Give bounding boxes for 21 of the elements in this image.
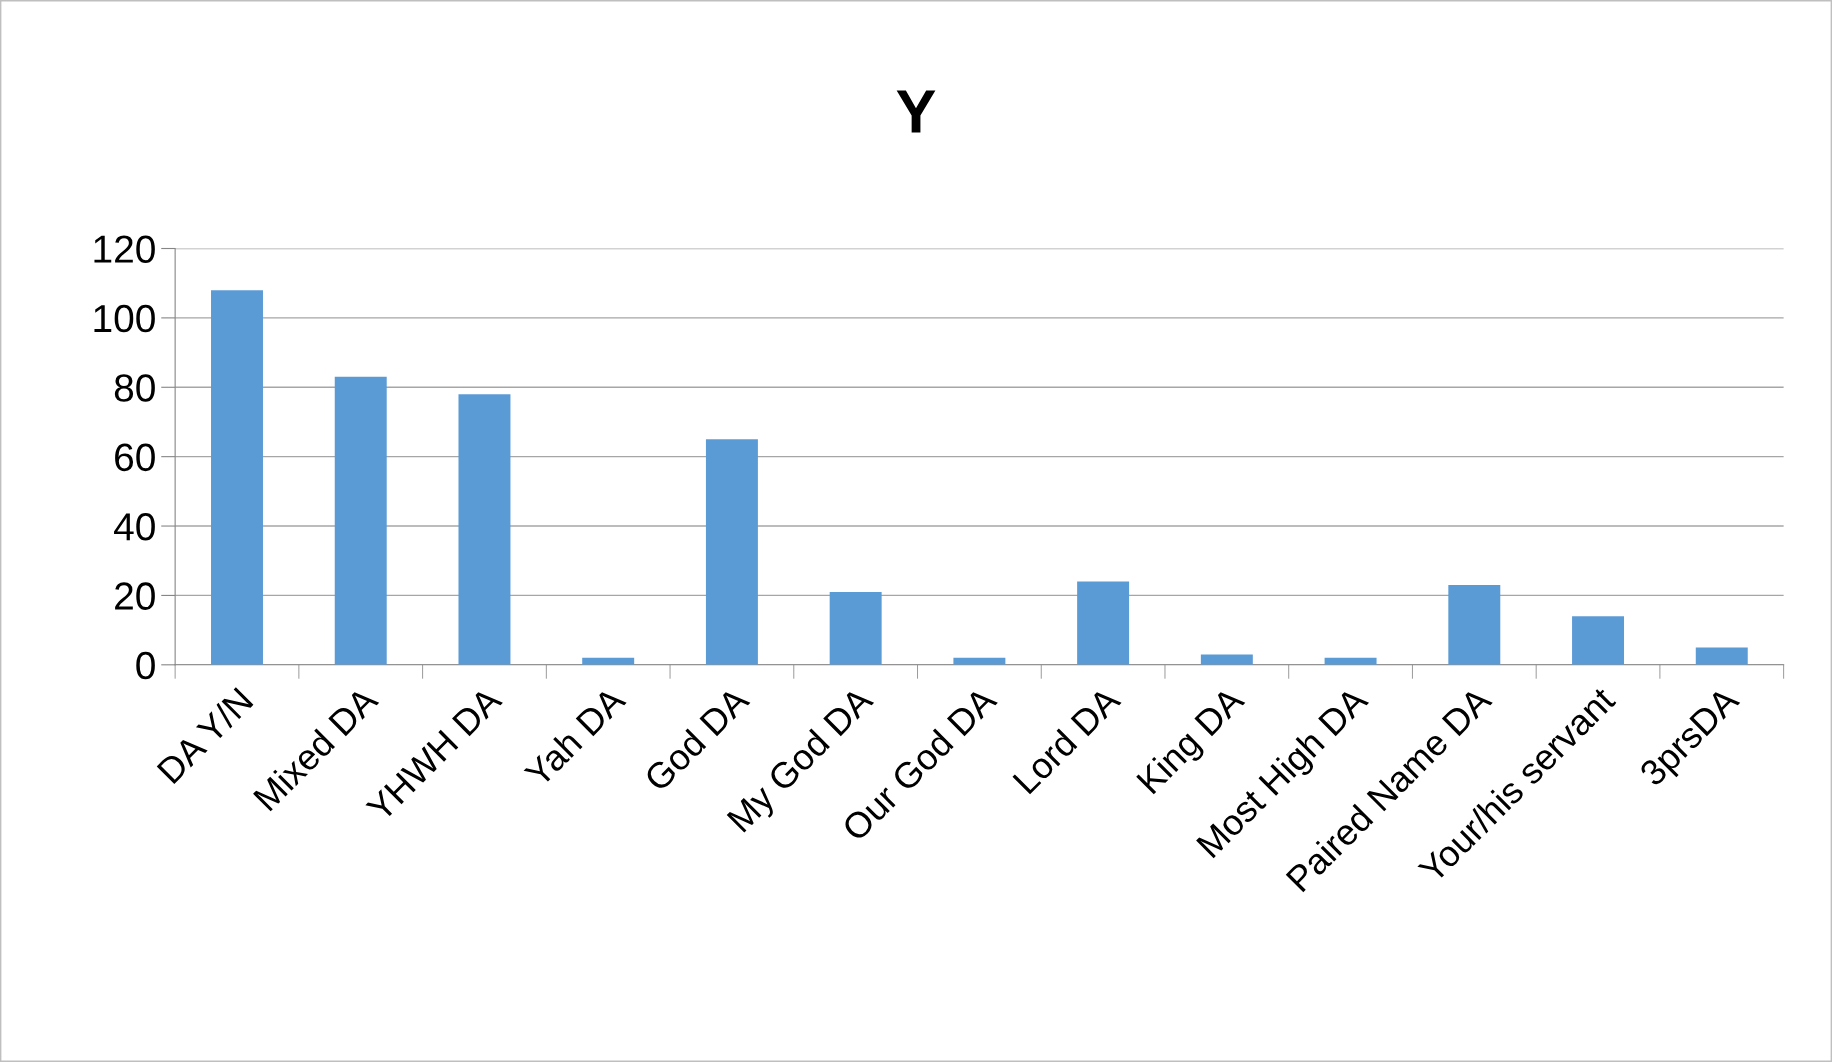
x-tick-label: God DA	[642, 684, 751, 793]
bar	[211, 290, 263, 665]
chart-title: Y	[896, 90, 936, 133]
y-tick-label: 100	[94, 304, 155, 333]
y-tick-label: 0	[136, 651, 155, 680]
bar	[829, 591, 882, 665]
bar	[1200, 654, 1253, 665]
bar	[1448, 585, 1501, 665]
x-tick-label: DA Y/N	[155, 686, 254, 785]
bar	[334, 376, 387, 665]
y-tick-label: 120	[94, 235, 155, 263]
bar	[1695, 647, 1748, 665]
bar	[1077, 581, 1130, 665]
y-tick-label: 60	[115, 443, 155, 472]
bar	[458, 394, 511, 665]
y-tick-label: 40	[114, 512, 155, 541]
y-tick-label: 20	[115, 582, 155, 610]
x-tick-label: Yah DA	[522, 684, 627, 789]
bar	[1572, 616, 1625, 665]
y-tick-label: 80	[114, 374, 155, 402]
bar	[705, 439, 758, 665]
